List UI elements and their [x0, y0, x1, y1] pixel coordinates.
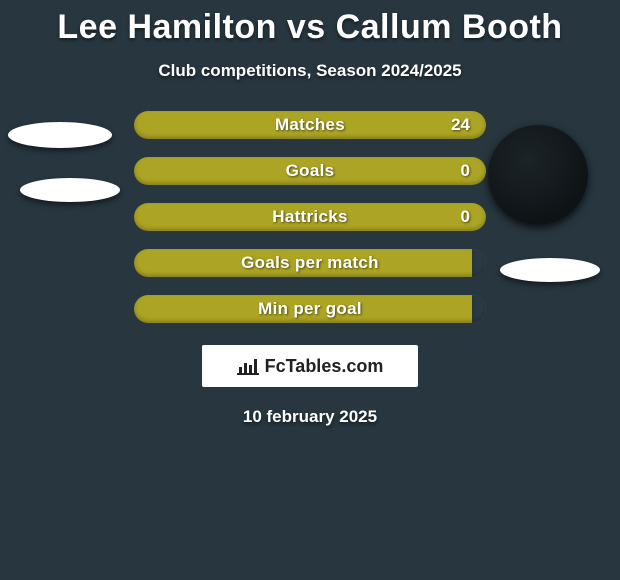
- stat-label: Hattricks: [272, 207, 347, 227]
- stat-value: 0: [461, 161, 470, 181]
- stat-value: 0: [461, 207, 470, 227]
- stat-bar-goals: Goals 0: [134, 157, 486, 185]
- stat-label: Min per goal: [258, 299, 362, 319]
- stat-bar-min-per-goal: Min per goal: [134, 295, 486, 323]
- date-label: 10 february 2025: [0, 407, 620, 427]
- stats-bars: Matches 24 Goals 0 Hattricks 0 Goals per…: [134, 111, 486, 323]
- attribution: FcTables.com: [202, 345, 418, 387]
- bar-chart-icon: [237, 357, 259, 375]
- stat-value: 24: [451, 115, 470, 135]
- subtitle: Club competitions, Season 2024/2025: [0, 61, 620, 81]
- stat-label: Goals per match: [241, 253, 379, 273]
- stats-block: Matches 24 Goals 0 Hattricks 0 Goals per…: [0, 111, 620, 323]
- attribution-text: FcTables.com: [265, 356, 384, 377]
- stat-bar-goals-per-match: Goals per match: [134, 249, 486, 277]
- stat-label: Matches: [275, 115, 345, 135]
- stat-bar-matches: Matches 24: [134, 111, 486, 139]
- stat-bar-hattricks: Hattricks 0: [134, 203, 486, 231]
- stat-label: Goals: [286, 161, 335, 181]
- page-title: Lee Hamilton vs Callum Booth: [0, 0, 620, 47]
